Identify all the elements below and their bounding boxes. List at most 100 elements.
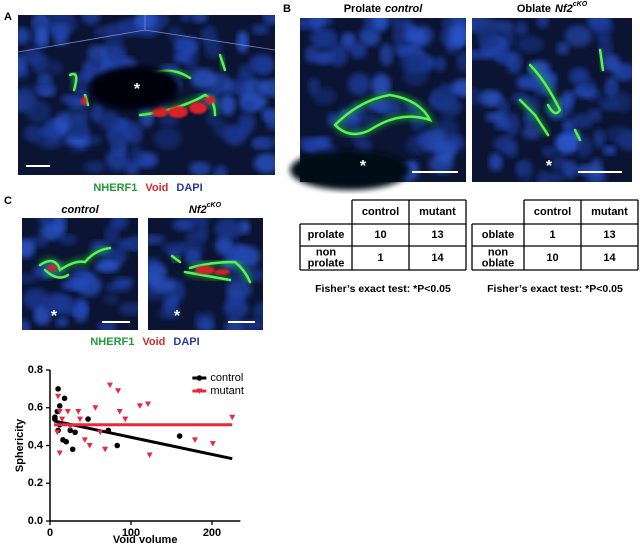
data-point bbox=[69, 446, 76, 453]
void-marker: * bbox=[134, 81, 141, 98]
table-header: mutant bbox=[591, 206, 628, 218]
nherf1-signal bbox=[68, 72, 78, 92]
data-point bbox=[115, 388, 122, 394]
nucleus bbox=[219, 94, 236, 116]
nucleus bbox=[445, 134, 465, 152]
nucleus bbox=[472, 87, 482, 106]
void-signal bbox=[214, 269, 230, 275]
nucleus bbox=[84, 160, 106, 173]
nucleus bbox=[180, 15, 193, 23]
row-label: prolate bbox=[308, 229, 345, 241]
data-point bbox=[97, 429, 104, 436]
statistics-note: Fisher’s exact test: *P<0.05 bbox=[315, 283, 451, 295]
nucleus bbox=[300, 137, 318, 151]
nucleus bbox=[392, 24, 406, 47]
table-cell: 14 bbox=[603, 252, 616, 264]
data-point bbox=[116, 409, 123, 415]
statistics-note: Fisher’s exact test: *P<0.05 bbox=[487, 283, 623, 295]
nucleus bbox=[307, 77, 321, 96]
data-point bbox=[145, 401, 152, 407]
void-signal bbox=[47, 265, 57, 271]
nucleus bbox=[54, 112, 72, 134]
nucleus bbox=[48, 22, 71, 38]
table-cell: 1 bbox=[549, 229, 555, 241]
legend-label: mutant bbox=[210, 385, 244, 397]
data-point bbox=[209, 441, 216, 447]
data-point bbox=[56, 403, 63, 409]
data-point bbox=[229, 414, 236, 421]
nucleus bbox=[433, 56, 447, 72]
data-point bbox=[72, 429, 78, 436]
nucleus bbox=[18, 54, 27, 77]
data-point bbox=[191, 437, 198, 443]
nherf1-signal bbox=[183, 270, 232, 282]
data-point bbox=[122, 416, 129, 423]
nucleus bbox=[253, 153, 275, 174]
table-header: control bbox=[362, 206, 399, 218]
nucleus bbox=[516, 75, 538, 90]
nucleus bbox=[313, 51, 334, 65]
data-point bbox=[56, 450, 63, 457]
y-tick-label: 0.6 bbox=[28, 402, 43, 414]
void-signal bbox=[168, 106, 188, 118]
nucleus bbox=[252, 301, 263, 321]
nucleus bbox=[611, 91, 632, 113]
data-point bbox=[92, 405, 99, 411]
nucleus bbox=[104, 224, 120, 246]
nucleus bbox=[313, 87, 336, 105]
nucleus bbox=[191, 15, 208, 24]
nucleus bbox=[450, 78, 466, 98]
nucleus bbox=[61, 279, 89, 292]
frame-outline bbox=[18, 15, 275, 53]
table-cell: 14 bbox=[431, 252, 444, 264]
void bbox=[290, 150, 410, 190]
nucleus bbox=[148, 262, 167, 284]
nucleus bbox=[547, 171, 564, 182]
nucleus bbox=[190, 218, 211, 226]
void-marker: * bbox=[51, 308, 58, 325]
nucleus bbox=[93, 25, 117, 39]
nucleus bbox=[601, 83, 620, 94]
nucleus bbox=[148, 234, 166, 245]
x-tick-label: 200 bbox=[203, 527, 221, 539]
nucleus bbox=[22, 272, 37, 284]
nucleus bbox=[87, 44, 108, 63]
nucleus bbox=[430, 88, 445, 112]
nucleus bbox=[157, 307, 181, 320]
micrograph bbox=[472, 18, 632, 182]
nucleus bbox=[589, 158, 603, 180]
nucleus bbox=[251, 23, 270, 35]
nucleus bbox=[420, 127, 448, 151]
void-signal bbox=[205, 96, 215, 104]
data-point bbox=[54, 429, 61, 436]
data-point bbox=[59, 416, 66, 423]
nucleus bbox=[479, 89, 502, 107]
nherf1-signal bbox=[218, 53, 227, 72]
nucleus bbox=[98, 110, 120, 131]
void-marker: * bbox=[360, 158, 367, 175]
nucleus bbox=[541, 146, 557, 158]
nucleus bbox=[504, 112, 520, 137]
nucleus bbox=[55, 316, 69, 328]
legend-marker bbox=[196, 375, 203, 381]
row-label: oblate bbox=[482, 229, 514, 241]
x-tick-label: 100 bbox=[122, 527, 140, 539]
nucleus bbox=[112, 276, 134, 288]
void-signal bbox=[195, 266, 215, 274]
nucleus bbox=[241, 99, 255, 113]
table-cell: 1 bbox=[377, 252, 383, 264]
nucleus bbox=[516, 35, 545, 53]
nucleus bbox=[372, 18, 388, 31]
nucleus bbox=[262, 15, 275, 26]
table-cell: 13 bbox=[431, 229, 443, 241]
nucleus bbox=[109, 43, 127, 67]
nucleus bbox=[129, 145, 144, 162]
nucleus bbox=[94, 260, 120, 273]
nucleus bbox=[173, 36, 199, 57]
y-axis-label: Sphericity bbox=[14, 418, 26, 472]
x-tick-label: 0 bbox=[47, 527, 53, 539]
nucleus bbox=[221, 125, 245, 144]
nucleus bbox=[118, 301, 138, 316]
nucleus bbox=[314, 136, 332, 147]
